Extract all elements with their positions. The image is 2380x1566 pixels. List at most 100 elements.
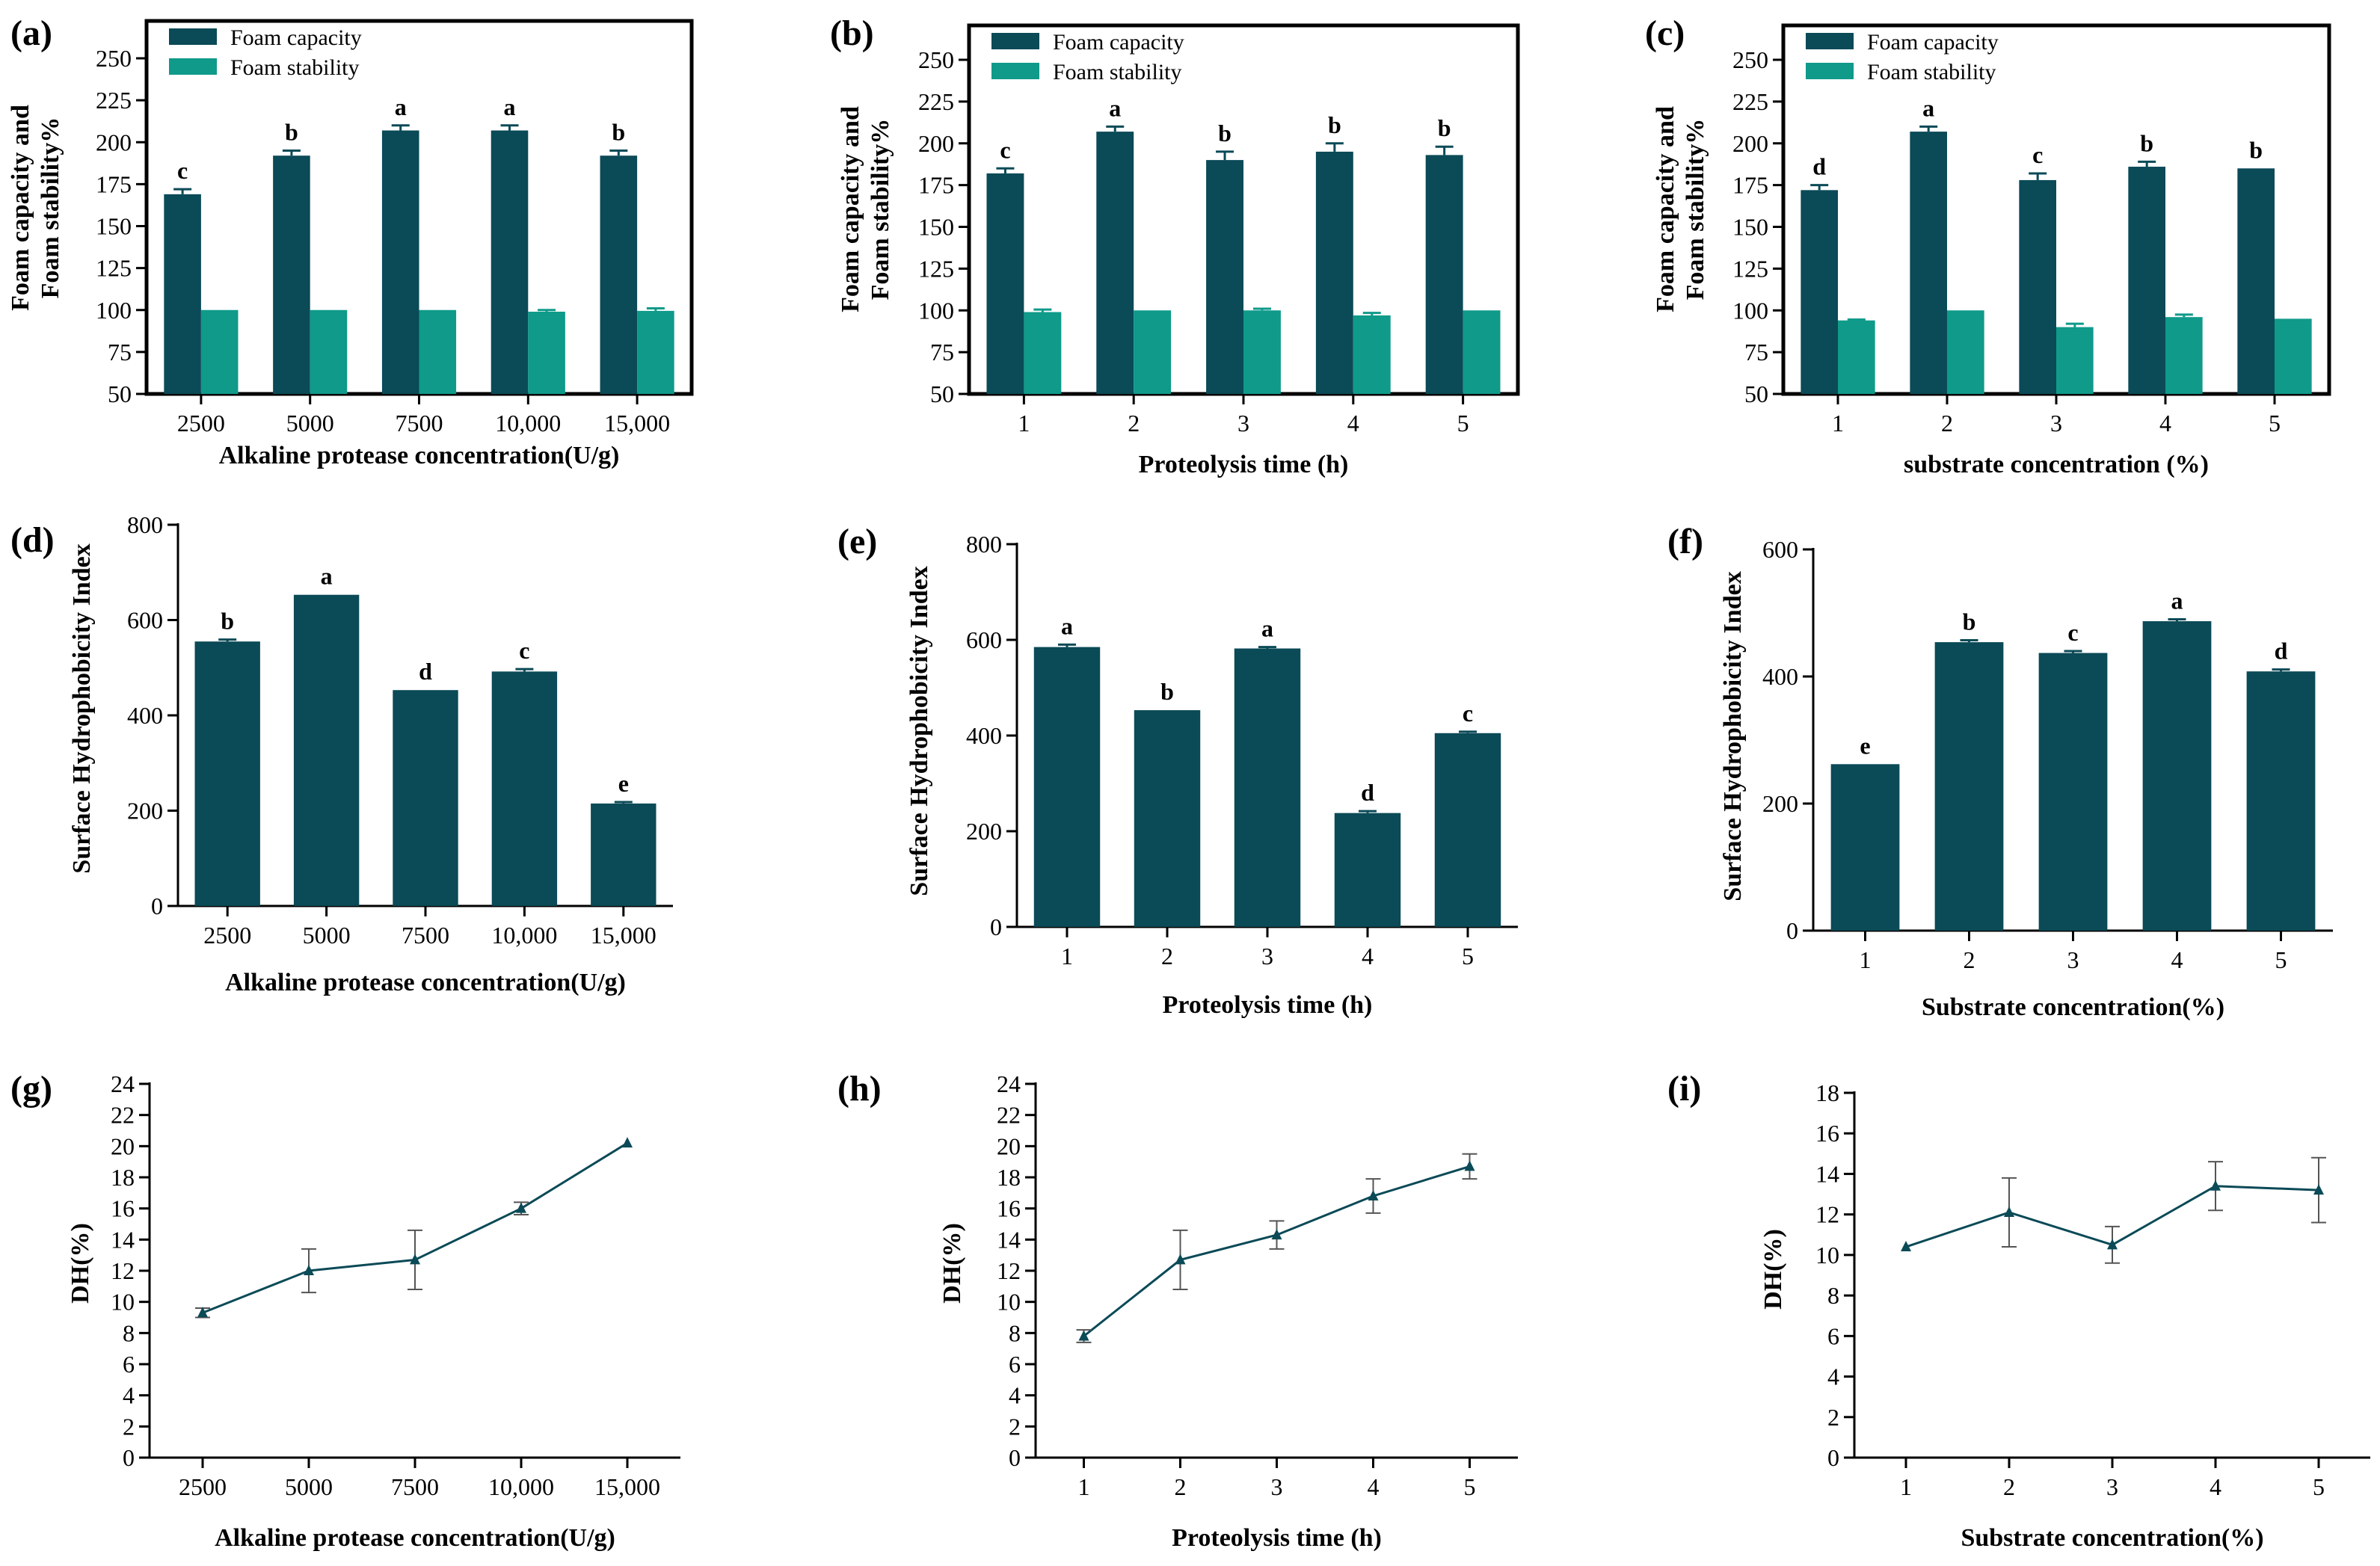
panel-e: (e) 0 200 400 600 800 1 2 3 4 5 Proteolysis time (h… xyxy=(837,522,1518,1019)
data-point-marker xyxy=(2210,1180,2221,1191)
bar-foam-capacity xyxy=(986,173,1024,395)
y-tick-label: 150 xyxy=(918,214,954,241)
y-tick-label: 22 xyxy=(111,1102,135,1129)
x-tick-label: 5000 xyxy=(303,922,351,949)
y-tick-label: 75 xyxy=(1744,339,1768,366)
y-tick-label: 24 xyxy=(997,1070,1021,1097)
x-tick-label: 5 xyxy=(2313,1473,2325,1500)
legend-swatch xyxy=(169,58,217,75)
y-tick-label: 200 xyxy=(1732,130,1768,157)
legend-swatch xyxy=(1806,63,1854,79)
bar-hydrophobicity xyxy=(1434,733,1501,927)
y-axis-title: Surface Hydrophobicity Index xyxy=(1719,571,1747,901)
data-point-marker xyxy=(410,1254,420,1265)
significance-letter: b xyxy=(2249,136,2263,163)
y-tick-label: 75 xyxy=(930,339,954,366)
panel-a: (a) 50 75 100 125 150 175 200 225 250 2500 5000 7500… xyxy=(7,13,694,469)
y-tick-label: 6 xyxy=(1827,1322,1839,1349)
y-tick-label: 800 xyxy=(127,511,163,538)
panel-label-g: (g) xyxy=(10,1069,52,1109)
x-tick-label: 3 xyxy=(1237,410,1249,437)
significance-letter: a xyxy=(2171,588,2183,614)
y-tick-label: 200 xyxy=(96,129,132,155)
data-point-marker xyxy=(1368,1190,1379,1200)
y-axis-title: Foam capacity and xyxy=(837,106,864,312)
x-tick-label: 3 xyxy=(1261,943,1273,969)
legend-entry: Foam stability xyxy=(230,55,360,80)
legend-entry: Foam capacity xyxy=(1867,30,1999,55)
y-tick-label: 400 xyxy=(127,702,163,729)
y-tick-label: 18 xyxy=(997,1164,1021,1191)
legend-entry: Foam stability xyxy=(1053,60,1182,84)
x-tick-label: 3 xyxy=(1271,1473,1283,1500)
x-tick-label: 5 xyxy=(1462,943,1474,969)
x-tick-label: 2 xyxy=(1128,410,1140,437)
y-tick-label: 250 xyxy=(918,46,954,73)
bar-foam-stability xyxy=(1243,310,1281,394)
bar-foam-capacity xyxy=(2019,179,2056,395)
significance-letter: b xyxy=(221,608,234,635)
significance-letter: a xyxy=(1922,94,1934,121)
y-tick-label: 125 xyxy=(96,255,132,282)
data-point-marker xyxy=(1464,1160,1475,1171)
x-tick-label: 2 xyxy=(1161,943,1173,969)
data-point-marker xyxy=(516,1202,526,1213)
x-tick-label: 10,000 xyxy=(495,410,561,437)
y-tick-label: 2 xyxy=(1009,1413,1021,1440)
data-point-marker xyxy=(2313,1184,2324,1195)
y-tick-label: 600 xyxy=(1762,536,1798,563)
x-tick-label: 3 xyxy=(2106,1473,2118,1500)
x-tick-label: 15,000 xyxy=(594,1473,660,1500)
y-tick-label: 4 xyxy=(123,1382,135,1409)
bar-foam-stability xyxy=(419,309,457,394)
bar-foam-stability xyxy=(2056,327,2094,394)
x-axis-title: Substrate concentration(%) xyxy=(1922,993,2224,1021)
panel-f: (f) 0 200 400 600 1 2 3 4 5 Substrate concentratio… xyxy=(1667,522,2333,1021)
bar-foam-stability xyxy=(528,311,565,394)
significance-letter: e xyxy=(1860,732,1870,759)
bar-foam-capacity xyxy=(491,130,529,394)
y-tick-label: 16 xyxy=(1815,1120,1839,1147)
y-tick-label: 0 xyxy=(990,913,1002,940)
x-axis-title: Alkaline protease concentration(U/g) xyxy=(215,1524,615,1552)
bar-foam-stability xyxy=(2275,318,2312,394)
y-tick-label: 20 xyxy=(111,1132,135,1159)
y-axis-title: DH(%) xyxy=(67,1223,94,1304)
bar-hydrophobicity xyxy=(1830,764,1900,931)
x-tick-label: 5000 xyxy=(285,1473,333,1500)
significance-letter: e xyxy=(618,770,629,797)
y-tick-label: 600 xyxy=(966,626,1002,653)
y-tick-label: 600 xyxy=(127,607,163,634)
data-point-marker xyxy=(197,1307,208,1318)
bar-hydrophobicity xyxy=(1033,647,1101,927)
x-axis-title: substrate concentration (%) xyxy=(1904,451,2209,478)
significance-letter: a xyxy=(321,563,333,590)
x-axis-title: Substrate concentration(%) xyxy=(1961,1524,2263,1552)
y-tick-label: 4 xyxy=(1827,1363,1839,1390)
x-tick-label: 4 xyxy=(1368,1473,1380,1500)
dh-series-line xyxy=(1083,1165,1470,1337)
y-tick-label: 100 xyxy=(96,297,132,324)
x-tick-label: 2500 xyxy=(203,922,251,949)
x-tick-label: 4 xyxy=(1347,410,1359,437)
y-tick-label: 14 xyxy=(1815,1160,1839,1187)
y-axis-title: DH(%) xyxy=(938,1223,966,1304)
bar-foam-stability xyxy=(310,309,348,394)
y-tick-label: 8 xyxy=(1827,1282,1839,1309)
bar-foam-stability xyxy=(1463,310,1501,394)
bar-hydrophobicity xyxy=(2038,653,2108,931)
y-tick-label: 0 xyxy=(1827,1444,1839,1471)
bar-foam-capacity xyxy=(1425,155,1463,394)
bar-hydrophobicity xyxy=(293,594,360,906)
bar-hydrophobicity xyxy=(1234,648,1301,927)
x-axis-title: Proteolysis time (h) xyxy=(1163,991,1373,1019)
panel-label-c: (c) xyxy=(1645,13,1685,53)
data-point-marker xyxy=(1078,1330,1089,1341)
significance-letter: a xyxy=(504,93,516,120)
data-point-marker xyxy=(1175,1254,1186,1265)
y-tick-label: 175 xyxy=(96,170,132,197)
x-tick-label: 5 xyxy=(2269,410,2281,437)
x-tick-label: 2500 xyxy=(179,1473,227,1500)
y-axis-title: Foam stability% xyxy=(867,119,894,300)
